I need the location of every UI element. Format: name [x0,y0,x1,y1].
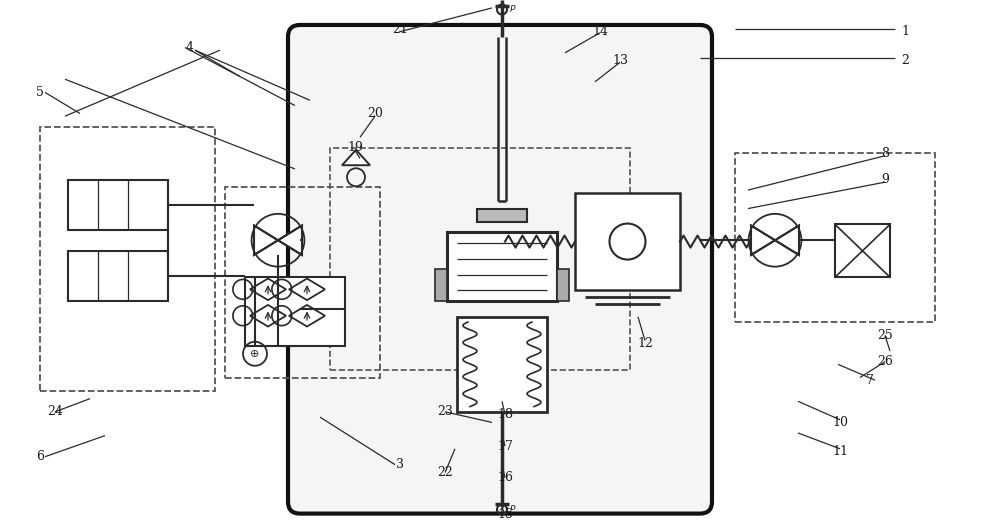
Text: 21: 21 [392,23,408,35]
Polygon shape [775,225,799,255]
FancyBboxPatch shape [288,25,712,514]
Text: 13: 13 [612,54,628,67]
Text: 5: 5 [36,86,44,99]
Text: 24: 24 [47,406,63,418]
Polygon shape [250,305,286,326]
Bar [225,187,380,378]
Text: 26: 26 [877,355,893,368]
Bar [477,209,527,222]
Text: 7: 7 [866,374,874,386]
Text: 12: 12 [637,337,653,350]
Text: P: P [510,505,515,514]
Polygon shape [289,279,325,300]
Text: 20: 20 [367,107,383,120]
Bar [330,148,630,370]
Text: 11: 11 [832,445,848,458]
Text: 8: 8 [881,147,889,159]
Text: 1: 1 [901,25,909,38]
Text: 2: 2 [901,54,909,67]
Text: 10: 10 [832,416,848,429]
Polygon shape [751,225,775,255]
Text: 6: 6 [36,450,44,463]
Bar [457,317,547,412]
Polygon shape [342,150,370,165]
Text: 23: 23 [437,406,453,418]
Bar [835,224,890,277]
Bar [68,180,168,230]
Text: ⊕: ⊕ [250,349,260,359]
Text: 16: 16 [497,472,513,484]
Text: 17: 17 [497,440,513,452]
Bar [435,269,447,301]
Text: 18: 18 [497,408,513,421]
Bar [735,153,935,322]
Bar [575,193,680,290]
Bar [557,269,569,301]
Bar [447,232,557,301]
Bar [245,277,345,346]
Text: 4: 4 [186,41,194,54]
Text: 9: 9 [881,173,889,186]
Polygon shape [289,305,325,326]
Text: 14: 14 [592,25,608,38]
Polygon shape [254,225,278,255]
Polygon shape [250,279,286,300]
Text: P: P [510,5,515,14]
Text: 19: 19 [347,142,363,154]
Text: 15: 15 [497,508,513,521]
Text: 22: 22 [437,466,453,479]
Polygon shape [278,225,302,255]
Bar [40,127,215,391]
Text: 25: 25 [877,329,893,342]
Text: 3: 3 [396,458,404,471]
Bar [68,251,168,301]
